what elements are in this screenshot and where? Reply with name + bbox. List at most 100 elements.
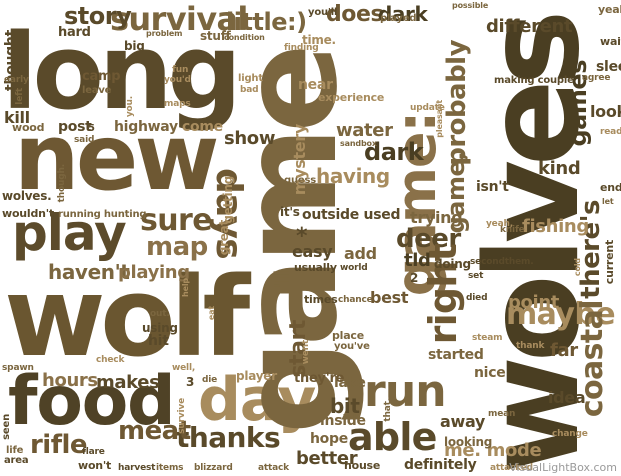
word-using: using (142, 321, 178, 335)
word-does: does (326, 2, 384, 27)
word-fun: fun (172, 65, 189, 75)
word-times: times (304, 293, 338, 306)
word-definitely: definitely (404, 457, 477, 473)
word-little: little:) (226, 8, 307, 36)
word-house: house (344, 459, 381, 472)
word-guess: guess (284, 175, 316, 186)
word-spawn: spawn (2, 363, 34, 373)
word-play: play (12, 204, 127, 262)
word-look: look (590, 102, 621, 121)
word-die: die (202, 375, 218, 385)
word-idea: idea (548, 388, 586, 407)
word-wood: wood (12, 121, 45, 134)
word-nice: nice (474, 365, 506, 381)
word-that: that. (383, 398, 393, 422)
word-story: story (64, 2, 132, 30)
word-you: you. (125, 96, 135, 118)
word-wolves-small: wolves. (2, 189, 52, 203)
word-inside: inside (320, 413, 366, 429)
word-end: end (600, 181, 621, 194)
word-secondthem: secondthem. (470, 257, 534, 267)
word-steam: steam (472, 333, 503, 343)
word-left: left (15, 88, 25, 105)
word-seen: seen (1, 414, 12, 440)
word-attacked: attacked (490, 463, 533, 473)
word-trying: trying (410, 208, 463, 227)
word-leave: leave (82, 85, 112, 96)
word-better: better (296, 448, 358, 469)
word-agree: agree (582, 73, 611, 83)
word-point: point (508, 292, 560, 313)
word-probably: probably (442, 40, 472, 166)
word-add: add (344, 244, 377, 263)
word-sure: sure (140, 203, 213, 238)
word-five: 5 (88, 123, 95, 134)
word-wolf: wolf (4, 253, 250, 381)
word-youd: you'd (164, 75, 191, 85)
word-different: different (486, 16, 573, 37)
word-attack: attack (258, 463, 289, 473)
word-died: died (466, 293, 488, 303)
word-post: post (58, 119, 92, 135)
word-its: it's (280, 205, 300, 219)
word-chance: chance (338, 295, 373, 305)
word-current: current (603, 240, 616, 285)
word-youve: you've (334, 341, 370, 352)
word-yeah2: yeah, (486, 219, 513, 229)
word-though: though. (57, 164, 67, 203)
word-harvest: harvest (118, 463, 156, 473)
word-makes: makes (96, 372, 160, 393)
word-eat: eat (207, 306, 216, 321)
word-run: run (364, 366, 447, 417)
word-easy: easy (292, 242, 333, 261)
word-maybe: maybe (506, 297, 616, 332)
word-kind: kind (538, 158, 581, 179)
word-pleasant: pleasant (435, 100, 444, 138)
word-meat: meat (118, 416, 191, 446)
word-getting: getting (221, 176, 235, 224)
word-hard: hard (58, 25, 91, 40)
word-cold: cold (573, 258, 582, 277)
word-rifle: rifle (30, 430, 88, 460)
word-three: 3 (186, 375, 195, 389)
word-wait: wait (600, 35, 621, 48)
word-flare: flare (82, 447, 105, 457)
word-highway: highway (114, 119, 178, 135)
word-bad: bad (240, 85, 259, 95)
word-doing: doing (434, 257, 471, 271)
word-lake: lake (334, 375, 366, 391)
word-area: area (4, 455, 29, 466)
word-two: 2 (410, 271, 419, 285)
word-survive: survive (177, 398, 187, 434)
word-water: water (336, 120, 393, 141)
word-ill: i'll (270, 270, 294, 296)
word-thanks: thanks (176, 421, 281, 454)
word-world: world (340, 263, 368, 273)
word-making: making couple (494, 75, 574, 86)
word-long: long (2, 11, 242, 133)
word-sandbox: sandbox (340, 139, 377, 148)
word-early: early (4, 75, 29, 85)
word-dark-mid: dark (364, 138, 424, 166)
word-far: far (550, 340, 578, 361)
word-hope: hope (310, 431, 348, 447)
word-show: show (224, 128, 276, 149)
word-big: big (124, 39, 145, 53)
watermark-text: VisualLightBox.com (509, 461, 617, 474)
word-days: days (208, 168, 249, 259)
word-hit: hit (148, 333, 169, 349)
word-let: let (602, 197, 614, 206)
word-able: able (348, 415, 437, 459)
word-food: food (8, 362, 176, 441)
word-place: place (332, 329, 364, 342)
word-light: light (238, 73, 263, 84)
word-deer: deer (396, 224, 461, 254)
word-stuff: stuff (200, 29, 231, 43)
word-away: away (440, 412, 486, 431)
word-blizzard: blizzard (194, 463, 233, 473)
word-possible: possible (452, 1, 489, 10)
word-come: come (182, 119, 223, 135)
word-usually: usually (294, 261, 337, 274)
word-playing: playing (118, 262, 190, 283)
word-theres: there's (576, 200, 606, 299)
